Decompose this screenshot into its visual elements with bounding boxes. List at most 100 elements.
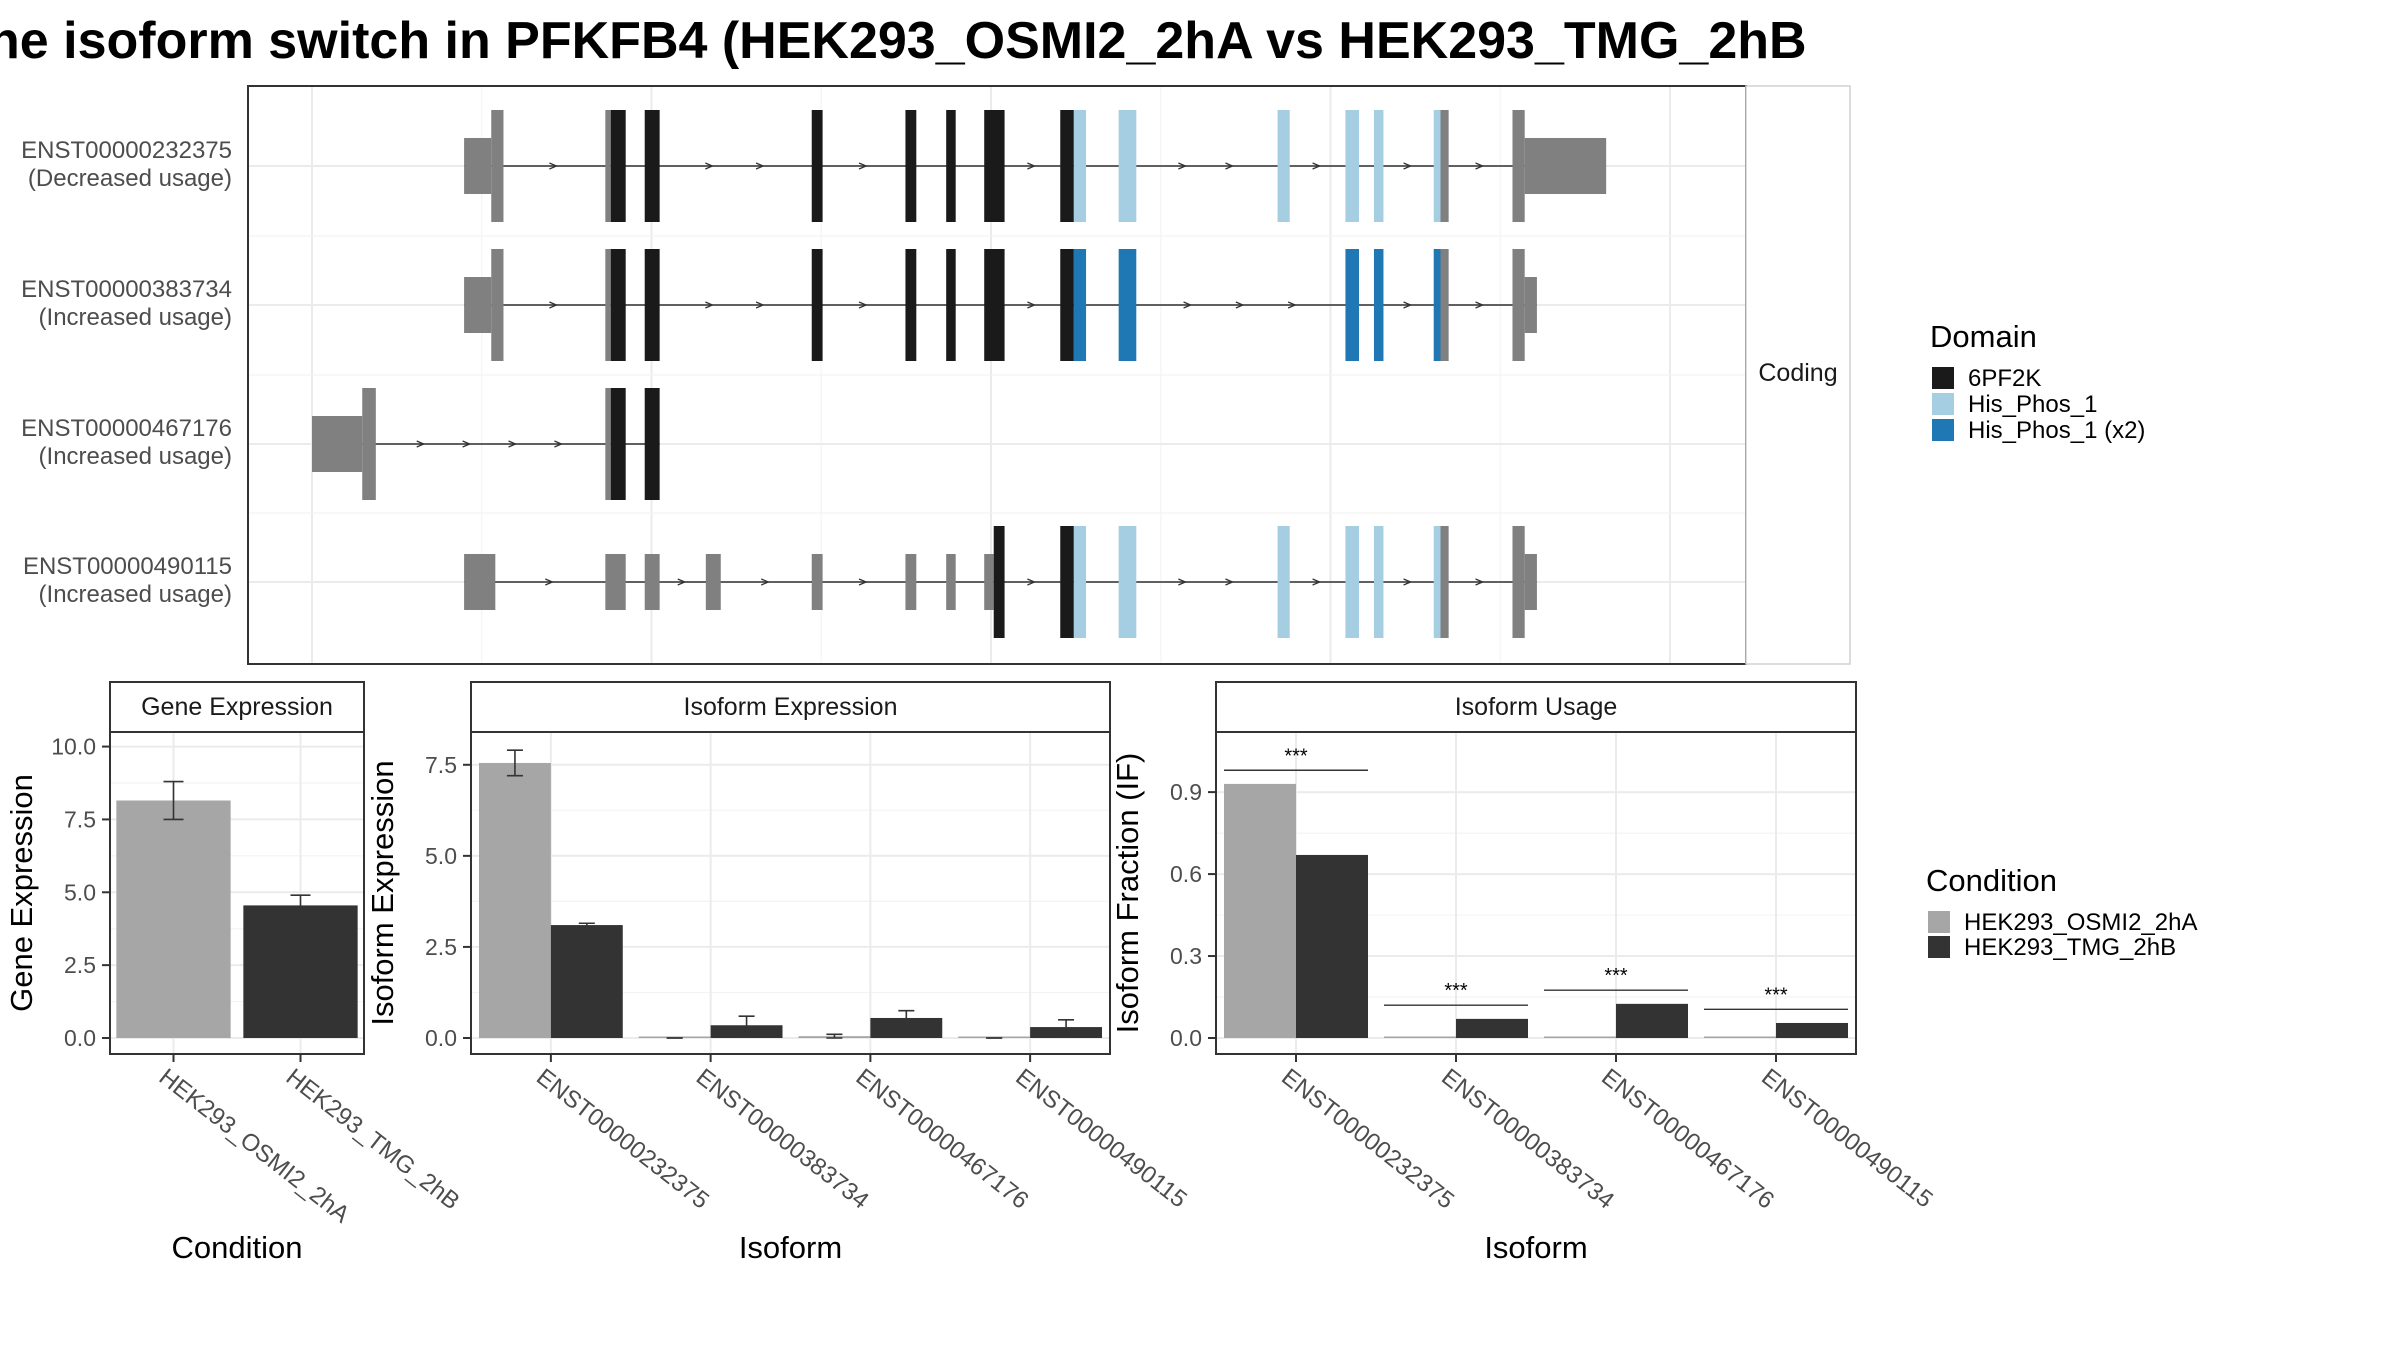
y-tick-label: 5.0 xyxy=(425,843,457,869)
bar-HEK293_OSMI2_2hA xyxy=(116,800,231,1038)
coding-exon xyxy=(491,110,504,222)
bar-HEK293_OSMI2_2hA-ENST00000467176 xyxy=(1544,1036,1616,1038)
domain-exon xyxy=(993,526,1005,638)
x-tick-label: ENST00000490115 xyxy=(1756,1063,1937,1213)
domain-exon xyxy=(644,110,660,222)
y-tick-label: 0.9 xyxy=(1170,779,1202,805)
utr-exon xyxy=(984,554,994,610)
domain-exon xyxy=(811,110,823,222)
intron-arrow xyxy=(755,162,765,170)
intron-arrow xyxy=(1312,578,1322,586)
transcript-usage-label: (Increased usage) xyxy=(39,581,232,608)
x-tick-label: ENST00000467176 xyxy=(1596,1063,1779,1214)
utr-exon xyxy=(464,554,496,610)
domain-exon xyxy=(1073,110,1087,222)
intron-arrow xyxy=(1403,578,1413,586)
transcript-id-label: ENST00000490115 xyxy=(23,553,232,580)
significance-label: *** xyxy=(1284,745,1308,767)
domain-exon xyxy=(1277,526,1290,638)
domain-legend-key xyxy=(1932,419,1954,441)
intron-arrow xyxy=(1027,301,1037,309)
domain-exon xyxy=(610,388,626,500)
coding-exon xyxy=(1440,249,1449,361)
intron-arrow xyxy=(760,578,770,586)
bar-HEK293_TMG_2hB-ENST00000467176 xyxy=(870,1017,943,1038)
domain-exon xyxy=(1373,526,1384,638)
intron-arrow xyxy=(705,301,714,309)
domain-exon xyxy=(644,249,660,361)
y-tick-label: 0.0 xyxy=(1170,1025,1202,1051)
domain-legend-label: His_Phos_1 (x2) xyxy=(1968,417,2145,444)
condition-legend-label: HEK293_OSMI2_2hA xyxy=(1964,909,2197,936)
y-tick-label: 7.5 xyxy=(64,806,96,832)
domain-legend-title: Domain xyxy=(1930,319,2037,354)
y-axis-label: Gene Expression xyxy=(4,774,39,1012)
coding-exon xyxy=(1512,249,1525,361)
utr-exon xyxy=(1524,554,1537,610)
domain-exon xyxy=(1073,526,1087,638)
y-tick-label: 0.0 xyxy=(425,1025,457,1051)
intron-arrow xyxy=(462,440,472,448)
coding-exon xyxy=(605,388,611,500)
coding-exon xyxy=(1440,526,1449,638)
bar-HEK293_TMG_2hB-ENST00000490115 xyxy=(1776,1022,1848,1038)
bar-HEK293_TMG_2hB-ENST00000383734 xyxy=(1456,1018,1528,1038)
bar-panel-1: Isoform Expression 0.0 2.5 5.0 7.5 Isoform Ex… xyxy=(365,681,1192,1265)
x-tick-label: ENST00000467176 xyxy=(851,1063,1034,1214)
condition-legend-key xyxy=(1928,936,1950,958)
bar-panels: Gene Expression 0.0 2.5 5.0 7.5 10.0 Gene Expr… xyxy=(4,681,1938,1265)
y-tick-label: 10.0 xyxy=(51,734,96,760)
domain-exon xyxy=(1373,249,1384,361)
y-tick-label: 0.0 xyxy=(64,1025,96,1051)
bar-panel-title: Isoform Expression xyxy=(684,693,898,721)
coding-exon xyxy=(1440,110,1449,222)
bar-HEK293_TMG_2hB xyxy=(243,905,358,1038)
condition-legend-title: Condition xyxy=(1926,863,2057,898)
figure-title: he isoform switch in PFKFB4 (HEK293_OSMI… xyxy=(0,12,1807,70)
intron-arrow xyxy=(1225,162,1235,170)
domain-exon xyxy=(946,249,956,361)
structure-strip xyxy=(1745,85,1851,665)
intron-arrow xyxy=(1225,578,1235,586)
intron-arrow xyxy=(858,578,868,586)
intron-arrow xyxy=(1178,578,1188,586)
bar-HEK293_OSMI2_2hA-ENST00000490115 xyxy=(1704,1036,1776,1038)
domain-exon xyxy=(644,388,660,500)
intron-arrow xyxy=(1475,162,1485,170)
transcript-id-label: ENST00000467176 xyxy=(21,415,232,442)
transcript-id-label: ENST00000383734 xyxy=(21,276,232,303)
intron-arrow xyxy=(416,440,426,448)
intron-arrow xyxy=(705,162,714,170)
coding-exon xyxy=(1512,526,1525,638)
intron-arrow xyxy=(549,162,559,170)
bar-panel-strip xyxy=(109,681,365,733)
significance-label: *** xyxy=(1764,984,1788,1006)
transcript-usage-label: (Increased usage) xyxy=(39,304,232,331)
domain-exon xyxy=(1277,110,1290,222)
y-tick-label: 0.6 xyxy=(1170,861,1202,887)
domain-exon xyxy=(1060,110,1074,222)
x-axis-label: Isoform xyxy=(739,1230,842,1265)
intron-arrow xyxy=(1027,162,1037,170)
utr-exon xyxy=(1524,277,1537,333)
significance-label: *** xyxy=(1444,980,1468,1002)
y-tick-label: 7.5 xyxy=(425,752,457,778)
x-tick-label: ENST00000383734 xyxy=(1436,1063,1619,1214)
transcript-ENST00000467176: ENST00000467176(Increased usage) xyxy=(21,388,660,500)
intron-arrow xyxy=(1183,301,1193,309)
bar-HEK293_OSMI2_2hA-ENST00000232375 xyxy=(1224,783,1296,1038)
transcript-usage-label: (Decreased usage) xyxy=(28,165,232,192)
transcript-id-label: ENST00000232375 xyxy=(21,137,232,164)
intron-arrow xyxy=(1312,162,1322,170)
structure-strip-label: Coding xyxy=(1758,359,1837,387)
utr-exon xyxy=(946,554,956,610)
condition-legend-key xyxy=(1928,911,1950,933)
transcript-ENST00000232375: ENST00000232375(Decreased usage) xyxy=(21,110,1607,222)
domain-exon xyxy=(610,249,626,361)
domain-exon xyxy=(984,110,1005,222)
x-tick-label: ENST00000490115 xyxy=(1010,1063,1191,1213)
bar-panel-0: Gene Expression 0.0 2.5 5.0 7.5 10.0 Gene Expr… xyxy=(4,681,465,1265)
y-tick-label: 5.0 xyxy=(64,879,96,905)
intron-arrow xyxy=(1287,301,1297,309)
coding-exon xyxy=(362,388,376,500)
